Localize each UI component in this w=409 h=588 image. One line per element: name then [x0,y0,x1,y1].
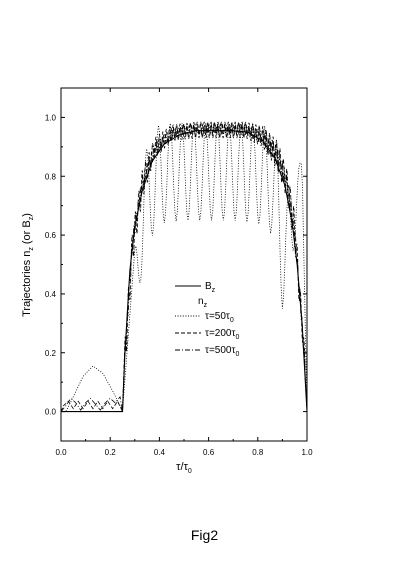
figure-caption: Fig2 [190,527,219,543]
x-tick-label: 0.4 [154,448,166,457]
legend-label-tau50: τ=50τ0 [205,311,234,324]
legend: Bz nz τ=50τ0 τ=200τ0 τ=500τ0 [175,281,239,358]
y-tick-label: 0.8 [45,172,57,181]
y-axis-title: Trajectories nz (or Bz) [21,213,35,317]
y-tick-label: 0.6 [45,231,57,240]
y-tick-label: 0.0 [45,408,57,417]
series-tau200-line [60,121,308,412]
y-tick-label: 0.4 [45,290,57,299]
x-tick-label: 0.8 [252,448,264,457]
series-layer [60,121,308,413]
legend-label-tau200: τ=200τ0 [205,328,239,341]
y-tick-label: 0.2 [45,349,57,358]
series-Bz-line [61,130,308,413]
series-tau500-line [60,123,308,412]
legend-group-title: nz [198,296,208,309]
axis-ticks [60,88,308,441]
y-tick-label: 1.0 [45,113,57,122]
x-tick-label: 0.2 [105,448,117,457]
series-tau50-line [61,123,308,412]
x-tick-label: 0.0 [55,448,67,457]
y-axis-label: Trajectories nz (or Bz) [21,213,35,317]
x-tick-label: 1.0 [301,448,313,457]
x-tick-label: 0.6 [203,448,215,457]
legend-label-tau500: τ=500τ0 [205,345,239,358]
axis-tick-labels: 0.0 0.2 0.4 0.6 0.8 1.0 0.0 0.2 0.4 0.6 0.8 1.0 [45,113,313,457]
x-axis-label: τ/τ0 [176,461,192,475]
legend-label-Bz: Bz [205,281,216,294]
